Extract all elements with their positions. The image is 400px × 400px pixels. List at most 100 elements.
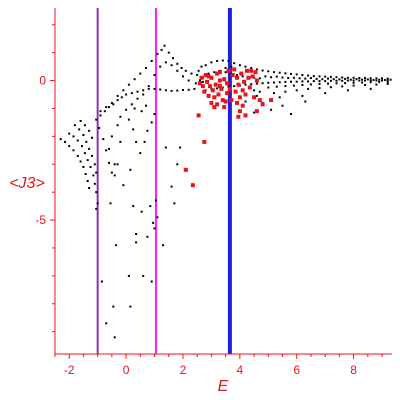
data-point	[139, 72, 142, 75]
data-point	[110, 101, 113, 104]
data-point	[352, 84, 355, 87]
data-point	[324, 75, 327, 78]
data-point	[386, 79, 389, 82]
data-point	[176, 89, 179, 92]
data-point	[267, 86, 270, 89]
data-point	[239, 71, 244, 76]
data-point	[217, 70, 222, 75]
data-point	[76, 154, 79, 157]
data-point	[255, 68, 258, 71]
series-2	[183, 67, 274, 188]
data-point	[198, 81, 202, 86]
data-point	[129, 168, 132, 171]
data-point	[295, 80, 298, 83]
data-point	[301, 84, 304, 86]
axes	[54, 8, 392, 355]
x-tick-label: 4	[237, 363, 244, 377]
data-point	[261, 69, 264, 72]
data-point	[284, 90, 287, 93]
data-point	[236, 114, 241, 119]
data-point	[110, 171, 113, 174]
data-point	[250, 67, 253, 69]
data-point	[332, 78, 335, 81]
data-point	[216, 92, 221, 97]
data-point	[307, 80, 310, 83]
data-point	[270, 108, 273, 111]
data-point	[344, 77, 347, 80]
data-point	[216, 60, 219, 62]
data-point	[91, 136, 93, 139]
data-point	[229, 98, 234, 103]
data-point	[91, 154, 93, 157]
data-point	[113, 163, 116, 166]
data-point	[284, 85, 287, 88]
data-point	[105, 322, 108, 325]
x-tick-label: 0	[123, 363, 130, 377]
data-point	[208, 84, 212, 89]
data-point	[135, 140, 138, 143]
data-point	[170, 185, 173, 188]
data-point	[105, 106, 108, 109]
data-point	[361, 78, 364, 81]
data-point	[150, 280, 153, 283]
data-point	[115, 244, 118, 247]
data-point	[254, 78, 259, 83]
data-point	[329, 79, 332, 82]
data-point	[281, 76, 284, 79]
data-point	[142, 93, 145, 96]
data-point	[116, 94, 119, 97]
data-point	[352, 81, 355, 84]
data-point	[176, 163, 179, 166]
data-point	[278, 71, 281, 74]
data-point	[159, 65, 162, 68]
data-point	[210, 88, 215, 93]
data-point	[227, 85, 230, 88]
data-point	[273, 81, 275, 84]
data-point	[59, 138, 62, 141]
data-point	[312, 75, 315, 78]
data-point	[369, 77, 372, 80]
data-point	[155, 199, 157, 202]
data-point	[116, 124, 119, 127]
data-point	[304, 77, 307, 80]
data-point	[275, 85, 278, 88]
data-point	[83, 152, 86, 155]
data-point	[258, 90, 261, 93]
y-tick-label: -5	[35, 213, 46, 227]
data-point	[153, 227, 156, 230]
data-point	[233, 85, 236, 88]
data-point	[243, 113, 248, 118]
data-point	[249, 68, 254, 73]
data-point	[284, 72, 287, 75]
data-point	[145, 104, 147, 107]
data-point	[258, 77, 261, 80]
x-tick-label: 8	[350, 363, 357, 377]
data-point	[264, 75, 267, 78]
data-point	[199, 75, 204, 80]
data-point	[149, 205, 152, 208]
data-point	[378, 78, 381, 81]
data-point	[213, 82, 218, 87]
data-point	[164, 61, 167, 64]
data-point	[309, 77, 312, 79]
data-point	[197, 69, 200, 72]
data-point	[78, 128, 81, 131]
data-point	[241, 75, 244, 78]
data-point	[375, 77, 378, 80]
data-point	[212, 95, 217, 100]
data-point	[295, 89, 298, 92]
data-point	[159, 88, 162, 91]
data-point	[190, 183, 195, 188]
data-point	[72, 135, 75, 138]
data-point	[207, 72, 210, 75]
data-point	[85, 140, 88, 143]
data-point	[212, 105, 217, 110]
data-point	[86, 180, 89, 182]
data-point	[147, 85, 150, 88]
data-point	[133, 78, 136, 81]
data-point	[205, 79, 210, 84]
data-point	[206, 93, 211, 98]
data-point	[145, 67, 147, 69]
data-point	[381, 79, 383, 82]
